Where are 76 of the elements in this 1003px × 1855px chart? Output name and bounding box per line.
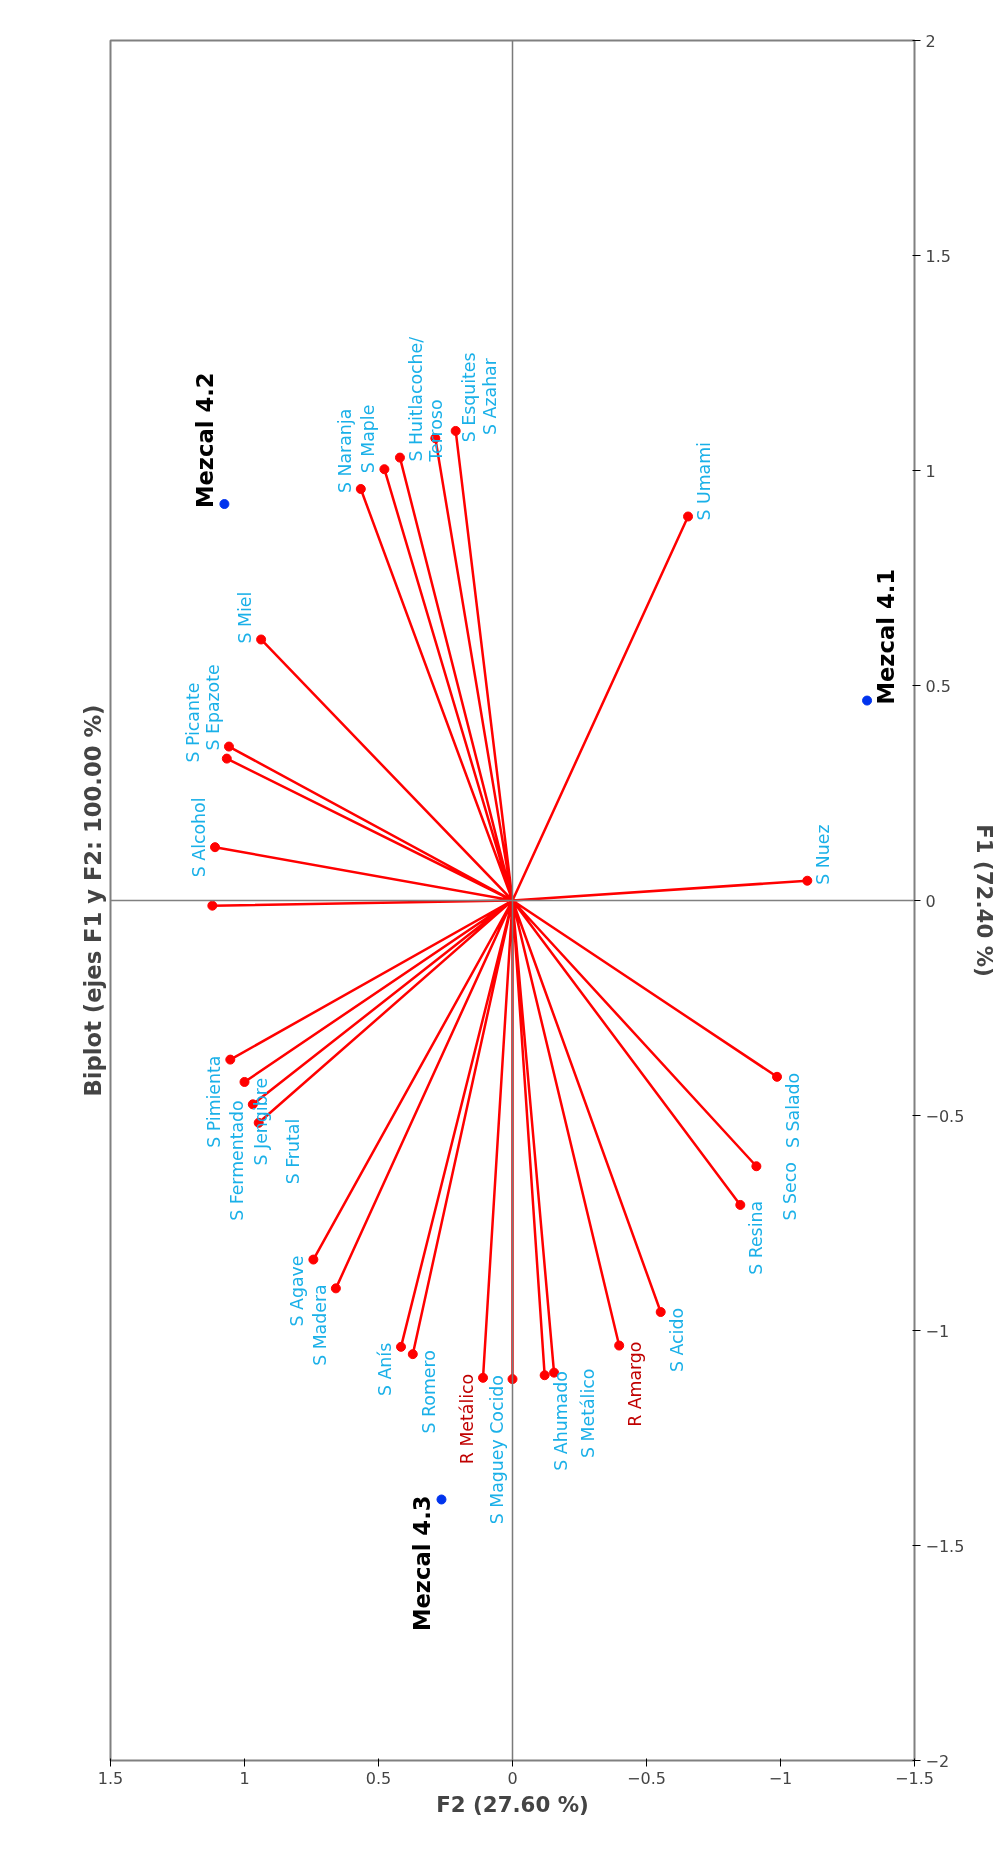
y-tick-label: −0.5 xyxy=(925,1106,965,1126)
data-label: R Metálico xyxy=(457,1373,478,1465)
data-label: Mezcal 4.2 xyxy=(192,372,219,509)
point xyxy=(225,1054,236,1065)
data-label: S Huitlacoche/ Terroso xyxy=(405,336,446,463)
data-label: S Alcohol xyxy=(189,797,210,878)
data-label: S Azahar xyxy=(479,357,500,435)
data-label: S Acido xyxy=(666,1308,687,1373)
y-tick-label: 0.5 xyxy=(925,676,951,696)
point xyxy=(802,875,813,886)
point xyxy=(478,1372,489,1383)
data-label: S Frutal xyxy=(282,1118,303,1185)
point xyxy=(683,511,694,522)
data-label: S Umami xyxy=(694,442,715,521)
data-label: S Pimienta xyxy=(204,1055,225,1148)
data-label: S Esquites xyxy=(459,352,480,443)
x-tick-label: 0 xyxy=(507,1768,518,1788)
data-label: S Miel xyxy=(235,591,256,644)
x-tick-label: 0.5 xyxy=(365,1768,392,1788)
data-label: S Jengibre xyxy=(250,1077,271,1166)
data-label: S Maguey Cocido xyxy=(486,1375,507,1525)
point xyxy=(239,1076,250,1087)
data-label: S Naranja xyxy=(334,408,355,493)
point xyxy=(772,1071,783,1082)
point xyxy=(655,1307,666,1317)
x-tick-label: −0.5 xyxy=(627,1768,666,1788)
data-label: Mezcal 4.1 xyxy=(873,568,900,705)
y-tick-label: −1 xyxy=(925,1321,950,1341)
point xyxy=(256,634,267,645)
y-tick-label: −1.5 xyxy=(925,1536,965,1556)
y-axis-title: F1 (72.40 %) xyxy=(972,824,998,977)
point xyxy=(450,425,461,436)
data-label: S Fermentado xyxy=(226,1100,247,1221)
data-label: S Seco xyxy=(780,1162,801,1221)
point xyxy=(862,695,873,706)
data-label: S Anís xyxy=(375,1342,396,1397)
data-label: S Romero xyxy=(418,1350,439,1434)
x-axis-title: F2 (27.60 %) xyxy=(436,1791,589,1817)
x-tick-label: 1 xyxy=(239,1768,250,1788)
x-tick-label: 1.5 xyxy=(97,1768,124,1788)
y-tick-label: 2 xyxy=(925,31,936,51)
data-label: S Metálico xyxy=(578,1368,599,1458)
point xyxy=(735,1199,746,1210)
point xyxy=(436,1494,447,1505)
point xyxy=(614,1340,625,1351)
y-tick-label: 1 xyxy=(925,461,936,481)
data-label: S Epazote xyxy=(202,664,223,751)
point xyxy=(219,499,230,510)
point xyxy=(355,484,366,494)
point xyxy=(751,1161,762,1172)
point xyxy=(308,1254,319,1265)
point xyxy=(407,1349,418,1360)
point xyxy=(221,753,232,764)
point xyxy=(223,741,234,752)
y-tick-label: 1.5 xyxy=(925,246,951,266)
point xyxy=(379,464,390,475)
point xyxy=(207,900,218,911)
text: Biplot (ejes F1 y F2: 100.00 %) xyxy=(79,704,106,1097)
data-label: R Amargo xyxy=(625,1341,646,1427)
y-tick-label: −2 xyxy=(925,1751,950,1771)
x-tick-label: −1 xyxy=(768,1768,793,1788)
point xyxy=(210,842,221,853)
point xyxy=(330,1283,341,1294)
point xyxy=(394,452,405,463)
data-label: S Madera xyxy=(309,1284,330,1366)
point xyxy=(396,1341,407,1352)
data-label: S Resina xyxy=(746,1200,767,1275)
data-label: Mezcal 4.3 xyxy=(409,1495,436,1632)
data-label: S Ahumado xyxy=(550,1371,571,1471)
y-tick-label: 0 xyxy=(925,891,936,911)
data-label: S Picante xyxy=(182,682,203,763)
data-label: S Salado xyxy=(783,1072,804,1148)
point xyxy=(539,1370,550,1381)
data-label: S Nuez xyxy=(813,824,834,885)
data-label: S Agave xyxy=(287,1255,308,1327)
data-label: S Maple xyxy=(358,404,379,474)
